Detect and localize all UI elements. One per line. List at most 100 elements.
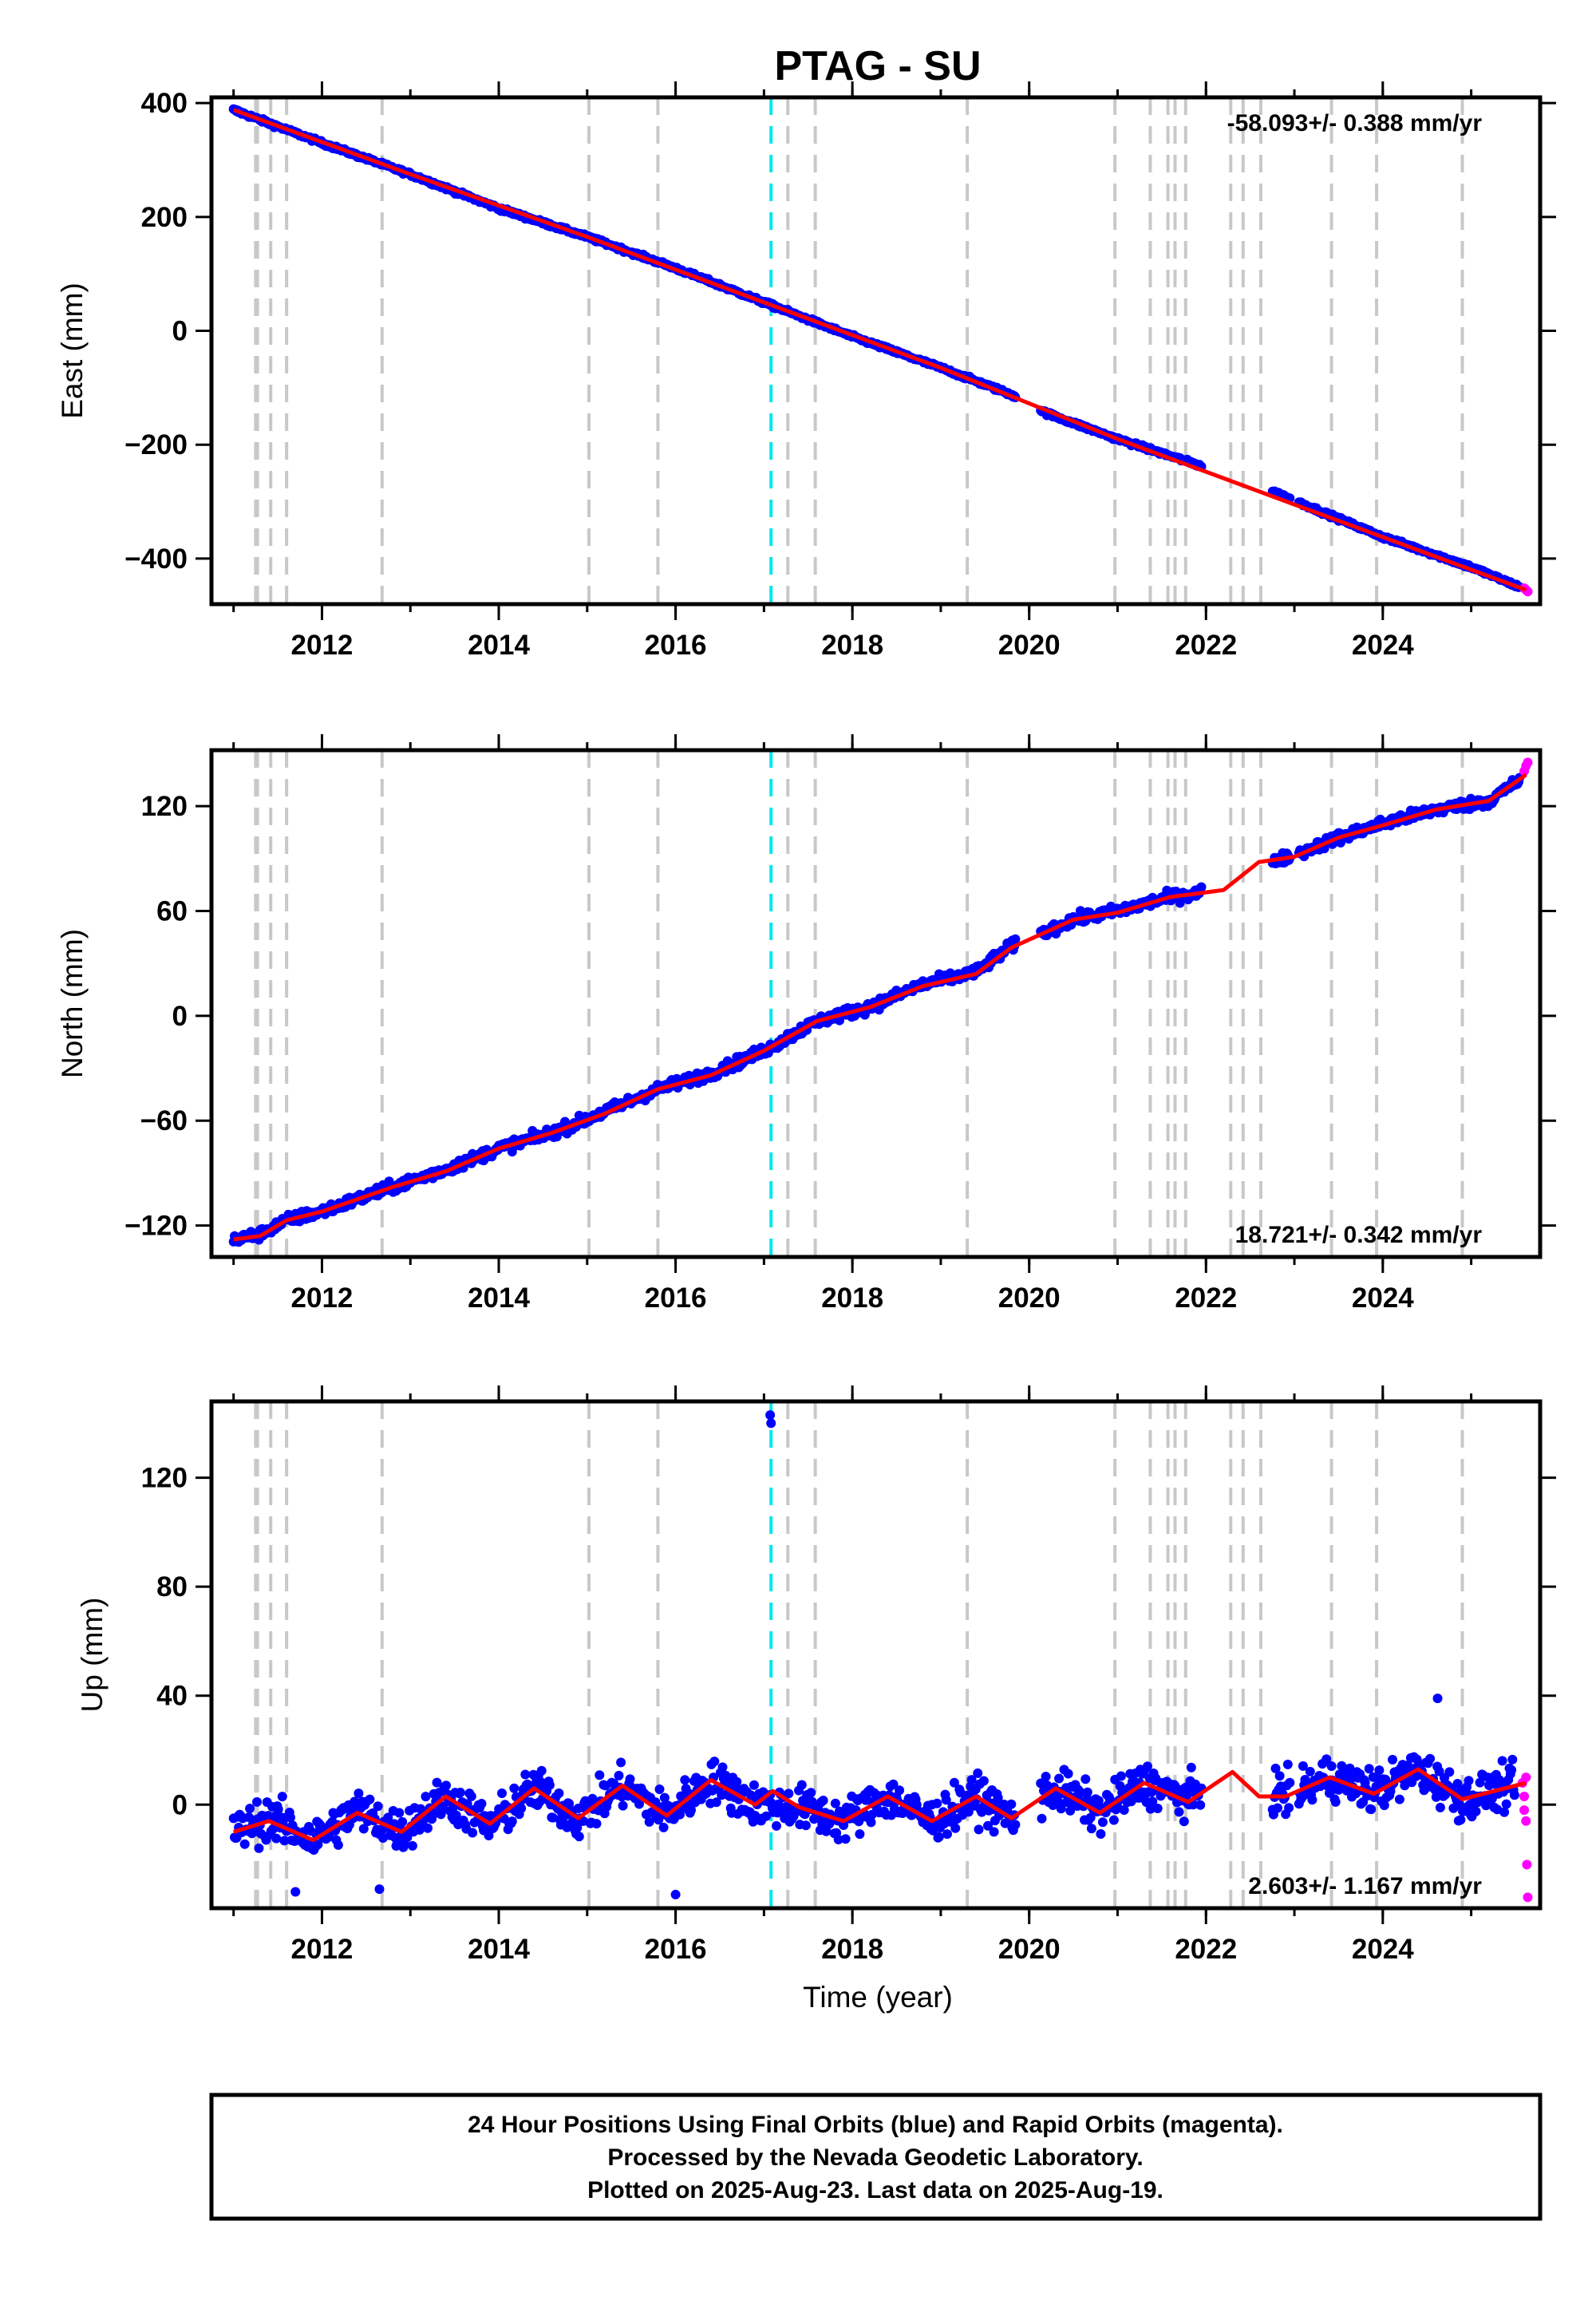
final-orbit-point — [772, 1820, 781, 1831]
final-orbit-point — [507, 1816, 517, 1827]
final-orbit-point — [855, 1829, 865, 1840]
final-orbit-point — [1054, 1773, 1065, 1784]
final-orbit-point — [1305, 1766, 1315, 1777]
model-fit-line — [233, 773, 1527, 1242]
final-orbit-point — [625, 1774, 635, 1784]
final-orbit-point — [963, 1807, 974, 1817]
velocity-label: 18.721+/- 0.342 mm/yr — [1235, 1222, 1483, 1248]
final-orbit-point — [1497, 1756, 1507, 1766]
plot-area — [228, 1401, 1533, 1908]
final-orbit-point — [1096, 1829, 1106, 1839]
final-orbit-point — [1179, 1816, 1189, 1827]
y-tick-label: 60 — [156, 895, 188, 927]
final-orbit-point — [591, 1819, 602, 1829]
final-orbit-point — [455, 1788, 465, 1797]
final-orbit-point — [796, 1780, 807, 1790]
y-tick-label: 0 — [172, 316, 188, 347]
plot-frame — [209, 748, 1543, 1259]
plot-frame — [209, 95, 1543, 607]
final-orbit-point — [252, 1796, 262, 1807]
x-tick-label: 2016 — [645, 1934, 707, 1965]
final-orbit-point — [497, 1788, 507, 1798]
final-orbit-point — [1321, 1754, 1332, 1765]
final-orbit-point — [1108, 1815, 1119, 1825]
rapid-orbit-point — [1523, 1892, 1533, 1903]
final-orbit-point — [1379, 1800, 1389, 1811]
final-orbit-point — [895, 1785, 905, 1796]
final-orbit-point — [1298, 1761, 1308, 1771]
final-orbit-point — [934, 1832, 944, 1842]
final-orbit-point — [1501, 1799, 1511, 1809]
final-orbit-point — [1063, 1769, 1073, 1779]
final-orbit-point — [365, 1794, 375, 1804]
final-orbit-point — [663, 1801, 674, 1811]
final-orbit-point — [833, 1835, 843, 1844]
final-orbit-point — [1471, 1806, 1481, 1816]
final-orbit-point — [1326, 1761, 1337, 1771]
final-orbit-point — [1425, 1753, 1436, 1764]
final-orbit-outlier — [374, 1884, 385, 1895]
final-orbit-point — [616, 1757, 626, 1768]
final-orbit-point — [574, 1832, 584, 1842]
final-orbit-point — [536, 1765, 547, 1776]
final-orbit-point — [978, 1776, 989, 1786]
final-orbit-point — [1475, 1777, 1485, 1788]
final-orbit-point — [1010, 1820, 1021, 1830]
x-tick-label: 2020 — [998, 1282, 1061, 1314]
x-tick-label: 2020 — [998, 630, 1061, 661]
chart-title: PTAG - SU — [774, 43, 981, 89]
final-orbit-point — [1307, 1795, 1317, 1805]
final-orbit-point — [394, 1808, 405, 1818]
final-orbit-point — [1284, 1803, 1294, 1813]
final-orbit-point — [1152, 1804, 1163, 1813]
final-orbit-point — [1174, 1807, 1184, 1817]
final-orbit-outlier — [290, 1887, 301, 1897]
x-tick-label: 2022 — [1175, 630, 1237, 661]
final-orbit-point — [1507, 1754, 1518, 1765]
rapid-orbit-point — [1519, 1792, 1530, 1802]
y-tick-label: 80 — [156, 1571, 188, 1603]
y-axis-label: North (mm) — [56, 929, 89, 1078]
final-orbit-point — [354, 1788, 364, 1799]
x-tick-label: 2020 — [998, 1934, 1061, 1965]
final-orbit-point — [1010, 934, 1021, 944]
final-orbit-point — [821, 1826, 832, 1836]
final-orbit-point — [1374, 1765, 1385, 1776]
final-orbit-point — [1273, 1803, 1282, 1813]
final-orbit-point — [1143, 1761, 1152, 1772]
final-orbit-point — [554, 1788, 564, 1798]
final-orbit-point — [1119, 1805, 1129, 1815]
up-panel: 2012 2014 2016 2018 2020 2022 2024 120 80 40 0 Up (… — [76, 1385, 1556, 1965]
plot-area — [228, 750, 1533, 1257]
model-fit-line — [232, 108, 1527, 592]
final-orbit-point — [1388, 1754, 1397, 1765]
velocity-label: 2.603+/- 1.167 mm/yr — [1248, 1873, 1482, 1899]
final-orbit-point — [1086, 1824, 1096, 1834]
final-orbit-point — [516, 1803, 527, 1813]
plot-frame — [209, 1399, 1543, 1911]
velocity-label: -58.093+/- 0.388 mm/yr — [1227, 110, 1483, 136]
final-orbit-point — [1148, 1796, 1158, 1807]
final-orbit-point — [273, 1804, 283, 1815]
x-tick-label: 2018 — [821, 1282, 883, 1314]
final-orbit-point — [1080, 1774, 1091, 1784]
rapid-orbit-point — [1523, 757, 1533, 768]
y-tick-label: −60 — [140, 1105, 188, 1136]
final-orbit-point — [806, 1788, 816, 1798]
final-orbit-point — [1037, 1813, 1047, 1824]
east-panel: 2012 2014 2016 2018 2020 2022 2024 400 200 0 −200 −… — [56, 81, 1556, 661]
final-orbit-point — [1082, 1787, 1092, 1797]
x-tick-label: 2016 — [645, 1282, 707, 1314]
model-fit-line — [232, 1767, 1527, 1843]
final-orbit-point — [544, 1780, 555, 1790]
plot-area — [228, 97, 1533, 604]
x-tick-label: 2018 — [821, 630, 883, 661]
final-orbit-point — [358, 1824, 369, 1834]
final-orbit-point — [941, 1795, 951, 1805]
final-orbit-point — [1274, 1771, 1285, 1781]
y-axis-label: East (mm) — [56, 283, 89, 419]
x-tick-label: 2022 — [1175, 1934, 1237, 1965]
x-tick-label: 2024 — [1352, 1934, 1414, 1965]
final-orbit-point — [245, 1804, 255, 1814]
